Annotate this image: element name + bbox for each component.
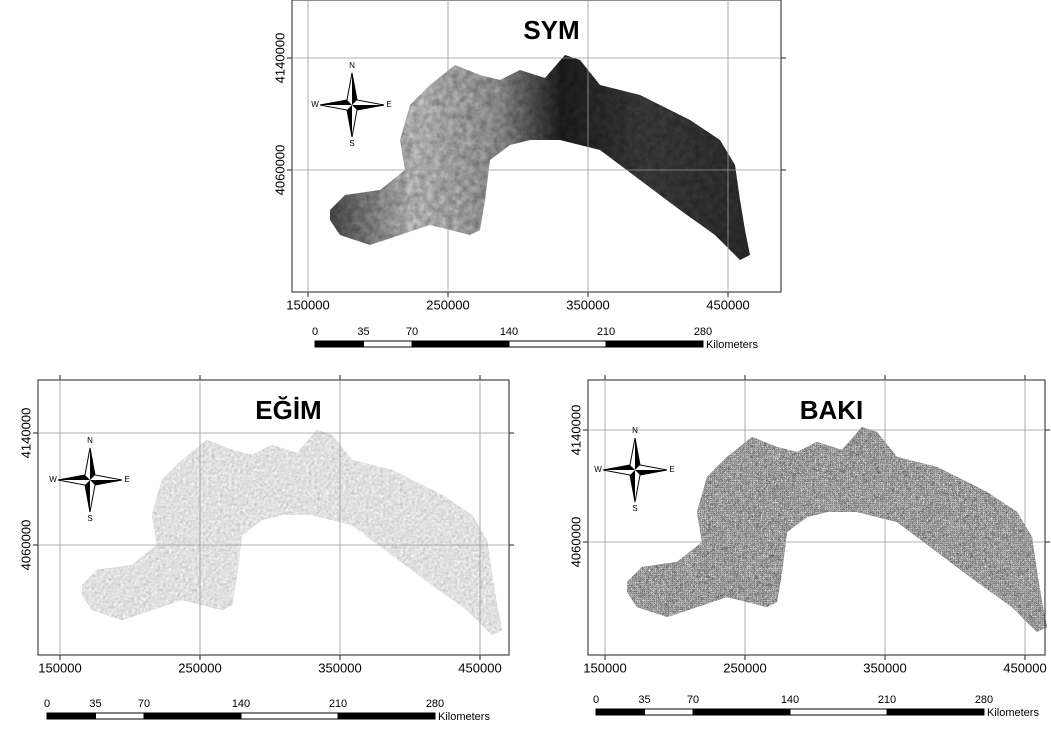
scale-label: 35 (638, 694, 650, 706)
scale-label: 140 (232, 698, 250, 710)
x-tick-label: 450000 (706, 297, 749, 312)
scale-label: 35 (357, 326, 369, 338)
scale-unit: Kilometers (438, 711, 490, 723)
scale-segment (887, 709, 984, 715)
scale-segment (509, 341, 606, 347)
x-tick-label: 250000 (426, 297, 469, 312)
y-tick-label: 4140000 (272, 33, 287, 84)
x-tick-label: 350000 (318, 660, 361, 675)
compass-w: W (594, 465, 602, 474)
region (627, 427, 1047, 632)
scale-segment (144, 713, 241, 719)
region-texture (330, 55, 750, 260)
scale-segment (315, 341, 364, 347)
compass-w: W (311, 100, 319, 109)
region-texture (627, 427, 1047, 632)
x-tick-label: 450000 (1003, 660, 1046, 675)
scale-segment (790, 709, 887, 715)
scale-label: 210 (329, 698, 347, 710)
y-tick-label: 4060000 (272, 145, 287, 196)
region (330, 55, 750, 260)
scale-segment (693, 709, 790, 715)
compass-n: N (87, 436, 93, 445)
scale-label: 280 (426, 698, 444, 710)
scale-label: 210 (878, 694, 896, 706)
scale-segment (338, 713, 435, 719)
scale-label: 70 (406, 326, 418, 338)
scale-label: 140 (781, 694, 799, 706)
north-arrow: N S E W (311, 61, 391, 148)
map-title: BAKI (800, 395, 864, 425)
scale-label: 210 (597, 326, 615, 338)
scale-label: 35 (89, 698, 101, 710)
y-tick-label: 4060000 (18, 520, 33, 571)
x-tick-label: 350000 (566, 297, 609, 312)
compass-s: S (349, 139, 354, 148)
map-panel: 150000 250000 350000 450000 4140000 4060000 SY… (272, 0, 786, 351)
scale-label: 280 (975, 694, 993, 706)
scale-segment (364, 341, 413, 347)
scale-segment (645, 709, 694, 715)
x-tick-label: 350000 (863, 660, 906, 675)
y-tick-label: 4140000 (568, 405, 583, 456)
region (82, 430, 502, 635)
compass-s: S (632, 504, 637, 513)
scale-segment (596, 709, 645, 715)
map-panel: 150000 250000 350000 450000 4140000 4060000 EĞ… (18, 375, 514, 723)
compass-e: E (124, 475, 129, 484)
x-tick-label: 250000 (723, 660, 766, 675)
scale-unit: Kilometers (706, 339, 758, 351)
compass-e: E (669, 465, 674, 474)
scale-segment (412, 341, 509, 347)
figure: 150000 250000 350000 450000 4140000 4060000 SY… (0, 0, 1051, 725)
scale-label: 140 (500, 326, 518, 338)
compass-e: E (386, 100, 391, 109)
compass-n: N (632, 426, 638, 435)
x-tick-label: 250000 (178, 660, 221, 675)
scale-label: 0 (44, 698, 50, 710)
x-tick-label: 450000 (458, 660, 501, 675)
scale-label: 0 (312, 326, 318, 338)
scale-segment (241, 713, 338, 719)
map-title: SYM (523, 15, 579, 45)
scale-label: 70 (138, 698, 150, 710)
x-tick-label: 150000 (286, 297, 329, 312)
north-arrow: N S E W (594, 426, 674, 513)
map-title: EĞİM (255, 395, 321, 425)
compass-s: S (87, 514, 92, 523)
compass-n: N (349, 61, 355, 70)
scale-label: 70 (687, 694, 699, 706)
scale-segment (96, 713, 145, 719)
y-tick-label: 4060000 (568, 517, 583, 568)
region-texture (82, 430, 502, 635)
scale-segment (47, 713, 96, 719)
north-arrow: N S E W (49, 436, 129, 523)
scale-label: 0 (593, 694, 599, 706)
x-tick-label: 150000 (583, 660, 626, 675)
y-tick-label: 4140000 (18, 408, 33, 459)
compass-w: W (49, 475, 57, 484)
x-tick-label: 150000 (38, 660, 81, 675)
map-panel: 150000 250000 350000 450000 4140000 4060000 BA… (568, 375, 1050, 719)
scale-unit: Kilometers (987, 707, 1039, 719)
scale-label: 280 (694, 326, 712, 338)
scale-segment (606, 341, 703, 347)
